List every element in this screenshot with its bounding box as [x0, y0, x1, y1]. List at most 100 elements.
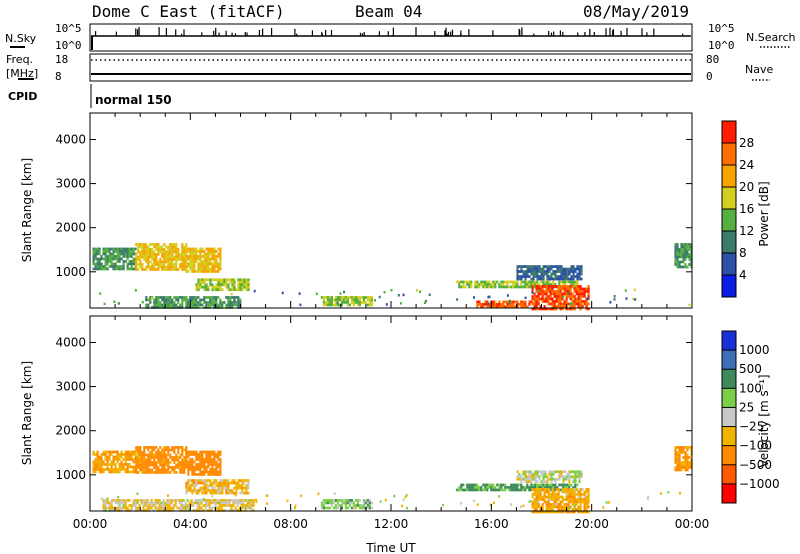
heatmap-cell: [559, 290, 562, 293]
heatmap-cell: [534, 265, 537, 268]
heatmap-cell: [205, 257, 208, 261]
heatmap-cell: [187, 468, 190, 471]
heatmap-cell: [189, 262, 192, 266]
heatmap-cell: [145, 296, 148, 299]
heatmap-cell: [338, 303, 341, 307]
heatmap-cell: [562, 477, 565, 481]
heatmap-cell: [476, 303, 479, 306]
heatmap-cell: [223, 283, 226, 287]
heatmap-cell: [160, 506, 163, 510]
heatmap-cell: [195, 465, 198, 469]
colorbar-tick-label: −500: [739, 458, 772, 472]
heatmap-cell: [201, 458, 204, 461]
heatmap-cell: [561, 508, 564, 511]
heatmap-cell: [128, 465, 131, 469]
heatmap-cell: [207, 484, 210, 487]
heatmap-cell: [185, 245, 188, 249]
heatmap-cell: [169, 301, 172, 304]
heatmap-cell: [104, 506, 107, 510]
heatmap-cell: [124, 501, 127, 505]
heatmap-cell: [516, 477, 519, 481]
heatmap-cell: [537, 490, 540, 494]
heatmap-cell: [185, 489, 188, 492]
heatmap-cell: [554, 265, 557, 268]
heatmap-cell: [98, 463, 101, 466]
heatmap-cell: [134, 289, 137, 292]
heatmap-cell: [154, 504, 157, 507]
heatmap-cell: [92, 465, 95, 469]
heatmap-cell: [581, 300, 584, 303]
heatmap-cell: [225, 285, 228, 289]
heatmap-cell: [205, 283, 208, 287]
heatmap-cell: [221, 278, 224, 282]
heatmap-cell: [676, 446, 679, 449]
heatmap-cell: [544, 470, 547, 474]
heatmap-cell: [114, 458, 117, 461]
heatmap-cell: [180, 509, 183, 512]
heatmap-cell: [339, 292, 342, 295]
heatmap-cell: [350, 296, 353, 299]
heatmap-cell: [241, 283, 244, 287]
heatmap-cell: [562, 296, 565, 299]
heatmap-cell: [193, 267, 196, 271]
heatmap-cell: [490, 486, 493, 489]
heatmap-cell: [217, 270, 220, 273]
heatmap-cell: [225, 306, 228, 309]
heatmap-cell: [215, 270, 218, 273]
heatmap-cell: [518, 472, 521, 476]
heatmap-cell: [545, 300, 548, 303]
heatmap-cell: [542, 477, 545, 481]
heatmap-cell: [536, 475, 539, 479]
heatmap-cell: [157, 301, 160, 304]
heatmap-cell: [106, 450, 109, 454]
heatmap-cell: [221, 288, 224, 292]
heatmap-cell: [235, 481, 238, 485]
heatmap-cell: [203, 481, 206, 485]
heatmap-cell: [336, 501, 339, 505]
heatmap-cell: [141, 461, 144, 464]
heatmap-cell: [554, 283, 557, 286]
heatmap-cell: [205, 458, 208, 461]
heatmap-cell: [514, 283, 517, 286]
heatmap-cell: [203, 288, 206, 292]
heatmap-cell: [512, 280, 515, 284]
heatmap-cell: [118, 247, 121, 251]
heatmap-cell: [168, 506, 171, 510]
heatmap-cell: [466, 488, 469, 492]
heatmap-cell: [201, 460, 204, 464]
heatmap-cell: [122, 250, 125, 253]
heatmap-cell: [219, 303, 222, 307]
heatmap-cell: [149, 243, 152, 246]
heatmap-cell: [169, 296, 172, 299]
heatmap-cell: [206, 504, 209, 507]
heatmap-cell: [370, 298, 373, 302]
heatmap-cell: [540, 267, 543, 271]
heatmap-cell: [530, 486, 533, 489]
heatmap-cell: [126, 468, 129, 471]
heatmap-cell: [94, 460, 97, 464]
heatmap-cell: [506, 303, 509, 306]
heatmap-cell: [686, 248, 689, 251]
heatmap-cell: [141, 458, 144, 462]
heatmap-cell: [179, 258, 182, 261]
heatmap-cell: [207, 489, 210, 492]
heatmap-cell: [199, 301, 202, 304]
heatmap-cell: [352, 296, 355, 299]
heatmap-cell: [559, 295, 562, 298]
heatmap-cell: [678, 253, 681, 256]
heatmap-cell: [171, 268, 174, 271]
heatmap-cell: [193, 247, 196, 251]
heatmap-cell: [557, 488, 560, 491]
heatmap-cell: [488, 486, 491, 489]
heatmap-cell: [500, 483, 503, 487]
heatmap-cell: [165, 461, 168, 464]
heatmap-cell: [562, 475, 565, 479]
heatmap-cell: [165, 456, 168, 459]
heatmap-cell: [564, 280, 567, 284]
heatmap-cell: [460, 280, 463, 284]
heatmap-cell: [540, 486, 543, 489]
heatmap-cell: [195, 484, 198, 487]
heatmap-cell: [169, 306, 172, 309]
heatmap-cell: [96, 252, 99, 256]
heatmap-cell: [583, 503, 586, 506]
